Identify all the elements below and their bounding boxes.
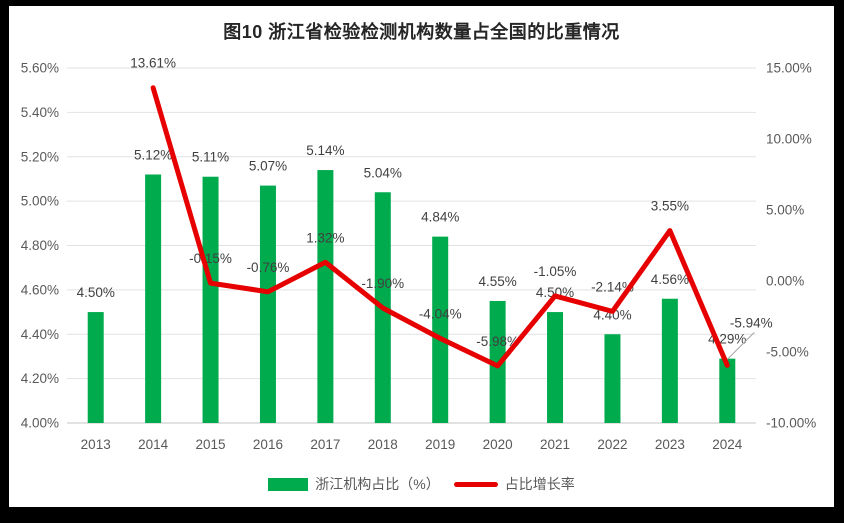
bar-2015	[202, 176, 219, 423]
x-axis-label: 2013	[81, 437, 111, 452]
bar-label: 5.14%	[306, 143, 344, 158]
legend-item-bar-series: 浙江机构占比（%）	[268, 474, 440, 494]
left-axis-tick: 5.40%	[21, 105, 59, 120]
left-axis-tick: 5.60%	[21, 61, 59, 76]
right-axis-tick: 10.00%	[766, 132, 812, 147]
bar-2013	[87, 312, 104, 423]
bar-2014	[145, 174, 162, 423]
line-label: 13.61%	[130, 56, 176, 71]
x-axis-label: 2015	[196, 437, 226, 452]
legend-item-line-series: 占比增长率	[453, 474, 575, 494]
line-label: -4.04%	[419, 306, 462, 321]
bar-2023	[661, 298, 678, 423]
bar-2021	[547, 312, 564, 423]
bar-2022	[604, 334, 621, 423]
x-axis-label: 2014	[138, 437, 169, 452]
bar-label: 5.11%	[192, 150, 229, 165]
line-label: 1.32%	[306, 230, 344, 245]
bar-2024	[719, 358, 736, 423]
x-axis-label: 2024	[712, 437, 743, 452]
right-axis-tick: 5.00%	[766, 203, 804, 218]
left-axis-tick: 5.00%	[21, 194, 59, 209]
bar-label: 5.12%	[134, 148, 172, 163]
line-label: -2.14%	[591, 279, 634, 294]
chart-legend: 浙江机构占比（%） 占比增长率	[9, 474, 834, 494]
bar-2019	[432, 236, 449, 423]
bar-label: 5.07%	[249, 159, 287, 174]
x-axis-label: 2017	[310, 437, 340, 452]
line-label: -5.94%	[730, 315, 773, 330]
x-axis-label: 2020	[483, 437, 513, 452]
bar-label: 4.56%	[651, 272, 689, 287]
right-axis-tick: -5.00%	[766, 345, 809, 360]
left-axis-tick: 4.00%	[21, 416, 59, 431]
left-axis-tick: 4.60%	[21, 282, 59, 297]
line-label: -5.98%	[476, 334, 519, 349]
chart-title: 图10 浙江省检验检测机构数量占全国的比重情况	[223, 22, 620, 42]
x-axis-label: 2016	[253, 437, 283, 452]
x-axis-label: 2021	[540, 437, 570, 452]
line-label: -1.05%	[534, 264, 577, 279]
leader-line	[724, 331, 755, 362]
legend-line-swatch	[453, 481, 498, 487]
legend-bar-label: 浙江机构占比（%）	[315, 476, 440, 492]
x-axis-label: 2022	[597, 437, 627, 452]
bar-label: 5.04%	[364, 165, 402, 180]
line-label: -1.90%	[361, 276, 404, 291]
bar-label: 4.50%	[77, 285, 115, 300]
legend-bar-swatch	[268, 477, 309, 491]
line-label: -0.15%	[189, 251, 232, 266]
legend-line-label: 占比增长率	[504, 476, 575, 492]
bar-2016	[259, 185, 276, 423]
x-axis-label: 2023	[655, 437, 685, 452]
bar-2017	[317, 170, 334, 423]
bar-label: 4.55%	[478, 274, 516, 289]
left-axis-tick: 4.40%	[21, 327, 59, 342]
left-axis-tick: 4.20%	[21, 371, 59, 386]
left-axis-tick: 5.20%	[21, 149, 59, 164]
x-axis-label: 2019	[425, 437, 455, 452]
x-axis-label: 2018	[368, 437, 398, 452]
right-axis-tick: 0.00%	[766, 274, 804, 289]
line-label: 3.55%	[651, 199, 689, 214]
line-label: -0.76%	[247, 260, 290, 275]
line-series	[150, 85, 730, 369]
left-axis-tick: 4.80%	[21, 238, 59, 253]
right-axis-tick: -10.00%	[766, 416, 816, 431]
bar-label: 4.84%	[421, 210, 459, 225]
right-axis-tick: 15.00%	[766, 61, 812, 76]
